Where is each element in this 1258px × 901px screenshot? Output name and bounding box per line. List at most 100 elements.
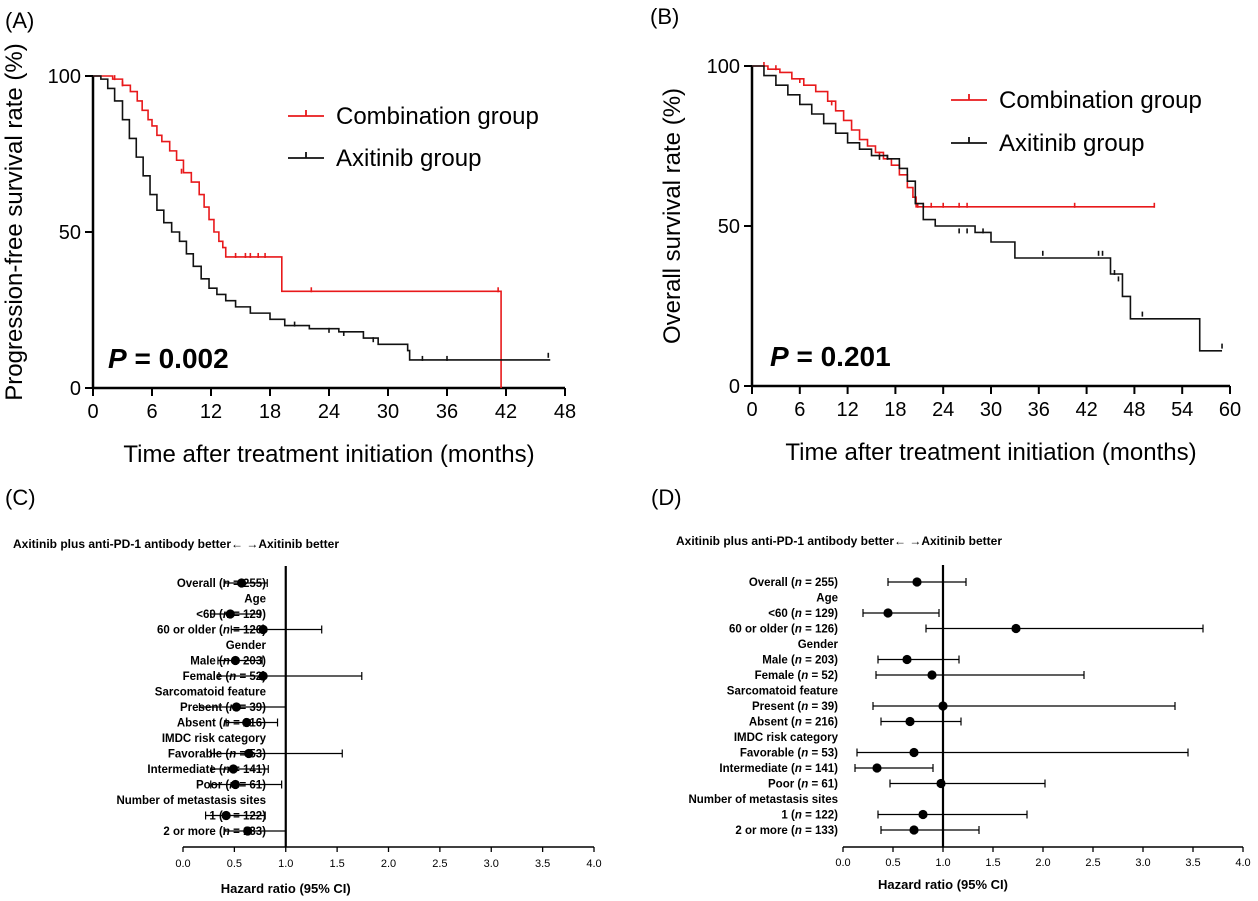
row-label-text: Overall ( — [749, 577, 795, 589]
row-label-text: Intermediate ( — [719, 763, 795, 775]
row-label-count: = 129) — [230, 609, 266, 621]
row-label-n: n — [795, 608, 802, 620]
row-label: Female (n = 52) — [183, 671, 267, 683]
row-label-text: Poor ( — [196, 780, 229, 792]
row-label: Absent (n = 216) — [749, 717, 838, 729]
x-tick-label: 1.0 — [278, 858, 293, 870]
hr-point — [231, 702, 242, 712]
row-label: 2 or more (n = 133) — [735, 825, 838, 837]
forest-row: 1 (n = 122) — [205, 810, 266, 823]
row-label-count: = 52) — [808, 670, 838, 682]
row-label-count: = 61) — [236, 780, 266, 792]
row-label-text: IMDC risk category — [162, 733, 267, 745]
row-label-n: n — [795, 624, 802, 636]
x-tick-label: 3.5 — [1185, 857, 1200, 869]
x-tick-label: 48 — [554, 401, 576, 423]
p-symbol: P — [108, 343, 127, 374]
row-label: Age — [816, 593, 838, 605]
x-tick-label: 12 — [836, 399, 858, 421]
forest-row: Female (n = 52) — [183, 671, 363, 683]
row-label-count: = 39) — [808, 701, 838, 713]
legend-label: Axitinib group — [999, 130, 1144, 157]
p-value: = 0.201 — [789, 341, 891, 372]
x-tick-label: 6 — [146, 401, 157, 423]
subgroup-heading: Age — [244, 594, 266, 606]
forest-row: Female (n = 52) — [755, 670, 1085, 682]
row-label-n: n — [795, 763, 802, 775]
forest-row: <60 (n = 129) — [768, 608, 940, 620]
row-label: Intermediate (n = 141) — [147, 764, 266, 776]
hr-point — [936, 778, 946, 789]
row-label-n: n — [795, 810, 802, 822]
x-axis-title: Hazard ratio (95% CI) — [878, 877, 1008, 892]
row-label-text: Absent ( — [749, 717, 795, 729]
x-tick-label: 60 — [1219, 399, 1241, 421]
row-label-count: = 129) — [802, 608, 838, 620]
forest-panel-c: (C) Axitinib plus anti-PD-1 antibody bett… — [5, 485, 602, 896]
hr-point — [938, 701, 948, 711]
row-label-count: = 141) — [230, 764, 266, 776]
x-tick-label: 0.0 — [175, 858, 190, 870]
row-label: Poor (n = 61) — [768, 779, 838, 791]
row-label-count: = 122) — [230, 811, 266, 823]
x-tick-label: 30 — [980, 399, 1002, 421]
row-label: Favorable (n = 53) — [740, 748, 838, 760]
subgroup-heading: IMDC risk category — [162, 733, 267, 745]
row-label-text: <60 ( — [196, 609, 223, 621]
forest-panel-d: (D) Axitinib plus anti-PD-1 antibody bett… — [651, 485, 1251, 892]
row-label-n: n — [223, 625, 230, 637]
x-tick-label: 30 — [377, 401, 399, 423]
row-label-n: n — [229, 749, 236, 761]
row-label-count: = 61) — [808, 779, 838, 791]
row-label-n: n — [801, 670, 808, 682]
x-tick-label: 24 — [318, 401, 340, 423]
row-label: <60 (n = 129) — [768, 608, 838, 620]
row-label-count: = 203) — [802, 655, 838, 667]
row-label: Gender — [798, 639, 839, 651]
row-label: Age — [244, 594, 266, 606]
x-tick-label: 42 — [495, 401, 517, 423]
y-tick-label: 0 — [729, 376, 740, 398]
row-label: Intermediate (n = 141) — [719, 763, 838, 775]
row-label: IMDC risk category — [734, 732, 839, 744]
hr-point — [221, 810, 231, 821]
y-tick-label: 50 — [59, 222, 81, 244]
x-tick-label: 36 — [436, 401, 458, 423]
row-label: Poor (n = 61) — [196, 780, 266, 792]
panel-label: (A) — [5, 8, 34, 33]
subgroup-heading: Number of metastasis sites — [116, 795, 266, 807]
forest-row: Male (n = 203) — [762, 655, 960, 667]
panel-label: (D) — [651, 485, 682, 510]
forest-header: Axitinib plus anti-PD-1 antibody better←… — [676, 534, 1002, 548]
x-axis-title: Hazard ratio (95% CI) — [221, 881, 351, 896]
x-tick-label: 3.5 — [535, 858, 550, 870]
row-label: Sarcomatoid feature — [727, 686, 838, 698]
x-tick-label: 6 — [794, 399, 805, 421]
y-tick-label: 100 — [707, 56, 740, 78]
row-label: Gender — [226, 640, 267, 652]
hr-point — [243, 826, 253, 836]
x-tick-label: 54 — [1171, 399, 1193, 421]
forest-row: Poor (n = 61) — [768, 778, 1046, 791]
y-tick-label: 0 — [70, 378, 81, 400]
hr-point — [230, 655, 241, 666]
p-value: = 0.002 — [127, 343, 229, 374]
row-label-text: Female ( — [183, 671, 230, 683]
row-label-text: Number of metastasis sites — [116, 795, 266, 807]
x-axis-title: Time after treatment initiation (months) — [785, 439, 1196, 466]
row-label-count: = 53) — [808, 748, 838, 760]
panel-label: (C) — [5, 485, 36, 510]
hr-point — [918, 809, 928, 820]
x-tick-label: 2.5 — [432, 858, 447, 870]
panel-label: (B) — [650, 4, 679, 29]
x-tick-label: 0.5 — [227, 858, 242, 870]
row-label: Female (n = 52) — [755, 670, 839, 682]
forest-row: Present (n = 39) — [752, 701, 1176, 713]
row-label-text: IMDC risk category — [734, 732, 839, 744]
row-label-count: = 133) — [802, 825, 838, 837]
row-label-count: = 39) — [236, 702, 266, 714]
hr-point — [244, 748, 254, 759]
row-label-count: = 126) — [802, 624, 838, 636]
row-label-n: n — [229, 671, 236, 683]
forest-row: Overall (n = 255) — [177, 578, 268, 590]
